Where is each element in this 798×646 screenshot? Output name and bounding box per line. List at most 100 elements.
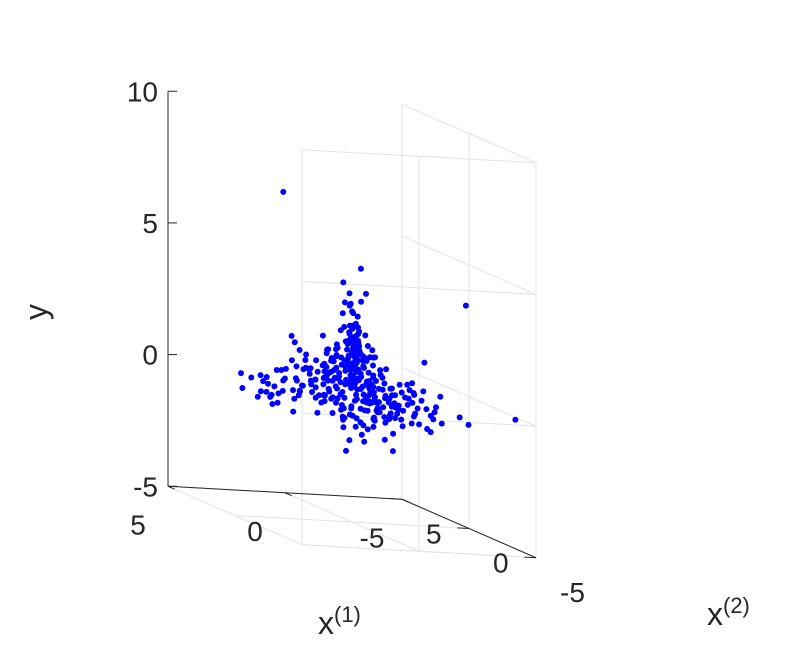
data-point <box>363 358 370 364</box>
x1-tick-label: -5 <box>360 522 385 553</box>
data-point <box>340 405 347 412</box>
data-point <box>409 399 416 406</box>
axes: 5 0 -5 5 0 -5 -5 0 5 10 <box>127 76 585 608</box>
data-point <box>370 354 376 361</box>
data-point <box>377 371 384 378</box>
data-point <box>369 347 376 354</box>
data-point <box>370 372 377 379</box>
data-point <box>433 404 439 411</box>
data-point <box>388 385 395 392</box>
data-point <box>398 416 405 423</box>
data-point <box>360 391 367 398</box>
data-point <box>293 363 300 370</box>
data-point <box>351 397 358 404</box>
data-point <box>357 405 364 412</box>
data-point <box>387 412 393 419</box>
data-point <box>370 362 376 369</box>
data-point <box>314 368 321 375</box>
data-point <box>352 320 359 327</box>
data-point <box>349 360 356 367</box>
data-point <box>329 410 336 416</box>
x2-axis-label: x(2) <box>707 593 750 633</box>
data-point <box>312 384 319 391</box>
y-tick-label: 0 <box>142 340 158 371</box>
data-point <box>306 370 313 377</box>
data-point <box>418 397 425 404</box>
data-point <box>297 388 303 395</box>
data-point <box>357 386 364 392</box>
data-point <box>355 343 362 350</box>
data-point <box>303 351 310 358</box>
data-point <box>290 408 297 415</box>
data-point <box>339 389 346 395</box>
data-point <box>341 394 348 401</box>
data-point <box>280 188 287 195</box>
data-point <box>409 380 416 387</box>
data-point <box>348 403 355 410</box>
x1-tick <box>284 492 292 497</box>
data-point <box>371 417 378 424</box>
data-point <box>333 353 340 360</box>
data-point <box>309 389 315 395</box>
data-point <box>306 366 313 373</box>
x1-tick <box>401 498 409 503</box>
data-point <box>406 387 413 394</box>
data-point <box>381 380 388 387</box>
data-point <box>344 346 351 353</box>
data-points <box>238 188 519 455</box>
data-point <box>350 381 357 387</box>
data-point <box>374 409 381 416</box>
data-point <box>354 313 361 320</box>
x1-tick-label: 5 <box>130 509 146 540</box>
data-point <box>334 385 340 392</box>
data-point <box>320 374 327 381</box>
data-point <box>291 339 298 346</box>
data-point <box>302 357 309 363</box>
data-point <box>379 386 386 393</box>
data-point <box>340 424 347 431</box>
y-tick-label: 5 <box>142 208 158 239</box>
data-point <box>348 352 355 358</box>
data-point <box>396 381 403 388</box>
data-point <box>358 298 365 305</box>
data-point <box>381 414 388 420</box>
data-point <box>456 414 463 421</box>
data-point <box>333 364 340 371</box>
data-point <box>361 438 368 445</box>
data-point <box>320 381 327 388</box>
x2-tick-label: 5 <box>426 518 442 549</box>
grid-line <box>301 544 537 559</box>
data-point <box>263 388 270 395</box>
data-point <box>288 357 295 364</box>
data-point <box>357 265 364 272</box>
data-point <box>257 388 264 395</box>
data-point <box>362 332 369 339</box>
data-point <box>410 390 417 397</box>
data-point <box>389 448 396 455</box>
data-point <box>370 389 377 396</box>
grid <box>167 103 537 559</box>
data-point <box>323 350 330 357</box>
data-point <box>339 310 346 317</box>
data-point <box>353 391 360 398</box>
data-point <box>273 367 280 373</box>
data-point <box>265 380 271 387</box>
data-point <box>331 374 338 381</box>
data-point <box>278 367 285 373</box>
data-point <box>307 377 314 384</box>
data-point <box>319 332 326 339</box>
y-tick-label: -5 <box>133 471 158 502</box>
data-point <box>333 346 339 353</box>
data-point <box>345 379 351 386</box>
data-point <box>389 392 395 399</box>
data-point <box>392 404 399 411</box>
data-point <box>325 385 332 392</box>
data-point <box>370 423 377 430</box>
data-point <box>354 375 361 382</box>
data-point <box>263 374 270 380</box>
data-point <box>313 357 320 364</box>
data-point <box>299 382 305 389</box>
x1-tick-label: 0 <box>247 516 263 547</box>
data-point <box>414 405 421 412</box>
